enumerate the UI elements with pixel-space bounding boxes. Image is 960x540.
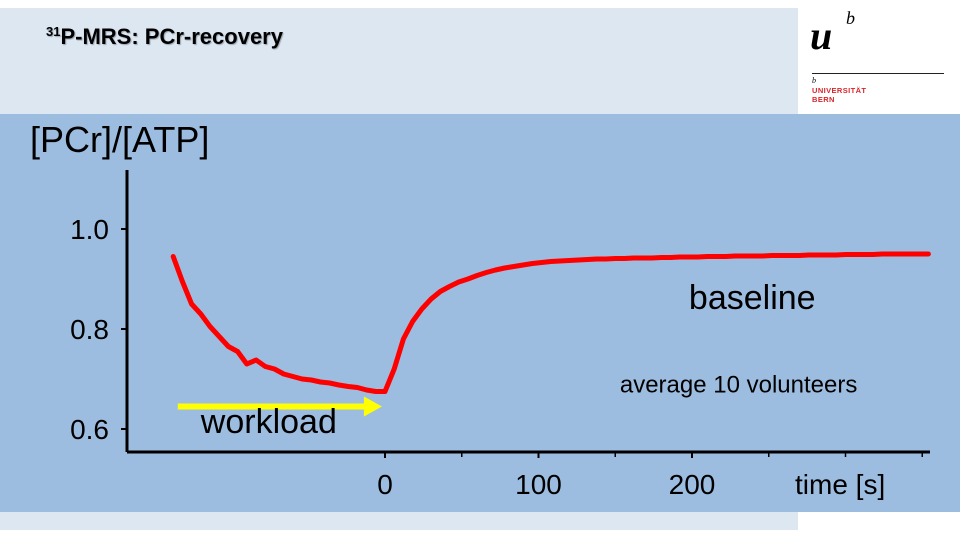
- series-line: [170, 251, 931, 394]
- annotation-layer: workload baseline average 10 volunteers: [177, 279, 858, 441]
- y-axis-title: [PCr]/[ATP]: [30, 119, 209, 160]
- annotation-average-10-volunteers: average 10 volunteers: [620, 372, 858, 399]
- y-tick-label: 0.6: [70, 414, 109, 445]
- logo-b-small: b: [812, 76, 816, 85]
- logo-divider: [812, 73, 944, 74]
- y-tick-label: 1.0: [70, 214, 109, 245]
- x-tick-label: 0: [377, 469, 393, 500]
- header-band: [0, 8, 798, 114]
- title-superscript: 31: [46, 24, 61, 39]
- logo-u-glyph: u: [810, 13, 833, 58]
- workload-arrow-head: [363, 396, 382, 417]
- annotation-baseline: baseline: [689, 279, 816, 317]
- logo-b-glyph: b: [846, 8, 855, 28]
- x-tick-label: 100: [515, 469, 562, 500]
- x-axis-title: time [s]: [795, 469, 885, 500]
- chart-background: [0, 114, 960, 512]
- y-tick-label: 0.8: [70, 314, 109, 345]
- footer-band: [0, 512, 798, 530]
- university-logo: u b b UNIVERSITÄT BERN: [808, 6, 948, 110]
- x-tick-label: 200: [669, 469, 716, 500]
- logo-wordmark: UNIVERSITÄT BERN: [812, 86, 932, 104]
- annotation-workload: workload: [200, 403, 337, 441]
- axes-layer: 0.6 0.8 1.0 0 100 200 [PCr]/[ATP] time [s]: [30, 119, 930, 500]
- logo-city: BERN: [812, 95, 835, 104]
- title-text: P-MRS: PCr-recovery: [60, 24, 283, 49]
- series-layer: [170, 251, 931, 394]
- logo-university: UNIVERSITÄT: [812, 86, 867, 95]
- slide-title: 31P-MRS: PCr-recovery: [46, 24, 283, 50]
